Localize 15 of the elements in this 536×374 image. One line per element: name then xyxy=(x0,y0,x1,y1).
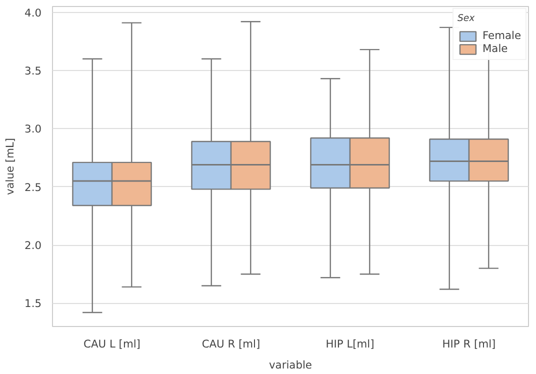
y-tick-label: 3.5 xyxy=(24,64,42,78)
y-tick-label: 4.0 xyxy=(24,6,42,20)
y-tick-label: 1.5 xyxy=(24,297,42,310)
legend-label: Female xyxy=(482,29,521,42)
y-tick-label: 2.5 xyxy=(24,180,42,194)
legend-label: Male xyxy=(482,42,508,55)
x-tick-label: HIP L[ml] xyxy=(326,338,374,350)
y-tick-label: 2.0 xyxy=(24,239,42,252)
legend-title: Sex xyxy=(457,13,476,24)
x-tick-label: CAU L [ml] xyxy=(84,338,140,350)
y-tick-label: 3.0 xyxy=(24,122,42,136)
x-axis-title: variable xyxy=(269,358,312,372)
x-tick-label: HIP R [ml] xyxy=(442,338,496,350)
y-axis-title: value [mL] xyxy=(4,138,17,196)
x-tick-label: CAU R [ml] xyxy=(202,338,260,350)
